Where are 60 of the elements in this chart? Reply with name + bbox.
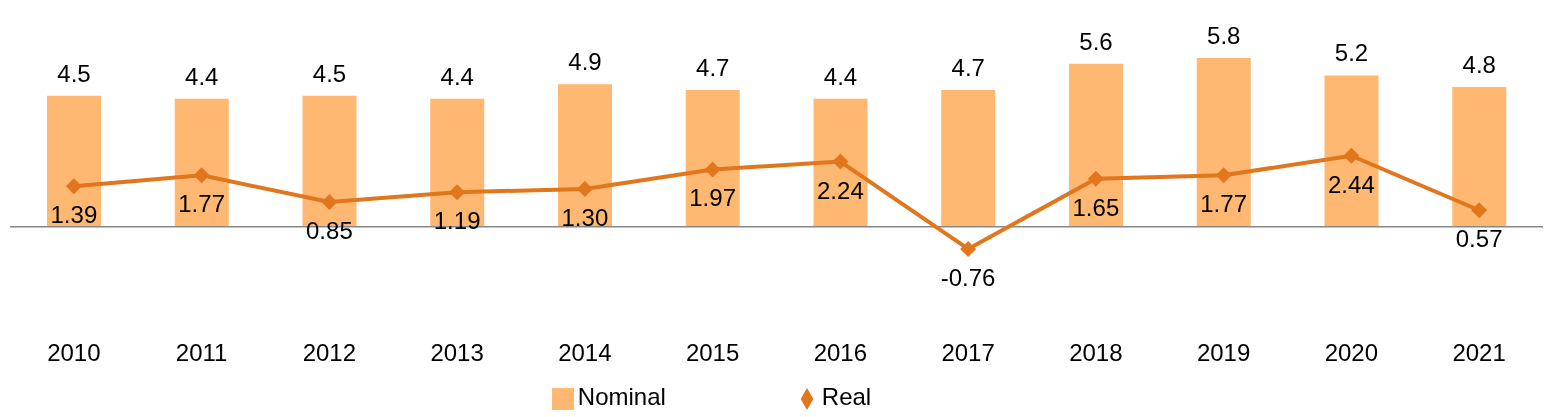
x-tick-label: 2011 <box>175 339 228 366</box>
point <box>65 178 82 195</box>
data-label: 1.39 <box>50 201 98 229</box>
x-tick-label: 2020 <box>1324 339 1379 366</box>
x-tick-label: 2019 <box>1196 339 1251 366</box>
data-label: 1.77 <box>178 190 225 218</box>
bar <box>174 98 229 227</box>
x-tick-label: 2016 <box>813 339 868 366</box>
point <box>1087 170 1104 187</box>
point <box>1343 147 1360 164</box>
point <box>449 184 466 201</box>
point <box>1471 202 1488 219</box>
data-label: 4.9 <box>568 48 602 76</box>
data-label: 1.65 <box>1072 193 1120 221</box>
data-label: 2.24 <box>817 176 864 204</box>
x-tick-label: 2010 <box>47 339 101 366</box>
bar <box>813 98 868 227</box>
data-label: 4.7 <box>951 53 985 81</box>
data-label: 4.4 <box>185 62 219 90</box>
data-label: 4.4 <box>823 62 858 90</box>
legend-label: Nominal <box>577 383 666 410</box>
bar <box>47 95 101 227</box>
legend-label: Real <box>821 383 872 410</box>
data-label: 4.7 <box>696 53 730 81</box>
x-tick-label: 2015 <box>685 339 740 366</box>
point <box>704 161 721 178</box>
point <box>960 240 977 257</box>
data-label: 0.57 <box>1455 225 1503 253</box>
point <box>193 167 210 184</box>
bar <box>1069 63 1123 227</box>
bar <box>1196 57 1251 227</box>
bar <box>1324 75 1379 227</box>
data-label: 4.4 <box>440 62 474 90</box>
bar <box>558 84 612 227</box>
point <box>321 194 338 211</box>
bar <box>685 89 740 227</box>
x-tick-label: 2014 <box>558 339 612 366</box>
x-tick-label: 2012 <box>302 339 357 366</box>
point <box>832 153 849 170</box>
x-tick-label: 2013 <box>430 339 484 366</box>
point <box>1215 167 1232 184</box>
x-tick-label: 2021 <box>1452 339 1506 366</box>
data-label: 1.30 <box>561 204 609 231</box>
data-label: 1.19 <box>433 207 481 235</box>
data-label: 5.8 <box>1207 21 1241 49</box>
data-label: -0.76 <box>940 263 996 291</box>
data-label: 5.2 <box>1334 39 1369 67</box>
point <box>576 180 593 197</box>
bar <box>941 89 996 227</box>
data-label: 4.5 <box>312 59 347 87</box>
x-tick-label: 2017 <box>941 339 995 366</box>
bar <box>1452 87 1507 227</box>
x-tick-label: 2018 <box>1069 339 1123 366</box>
data-label: 5.6 <box>1079 27 1113 55</box>
bar <box>430 98 485 227</box>
data-label: 1.77 <box>1200 190 1247 218</box>
data-label: 4.8 <box>1462 51 1496 79</box>
data-label: 1.97 <box>689 184 736 212</box>
data-label: 4.5 <box>57 59 91 87</box>
data-label: 2.44 <box>1328 170 1375 198</box>
